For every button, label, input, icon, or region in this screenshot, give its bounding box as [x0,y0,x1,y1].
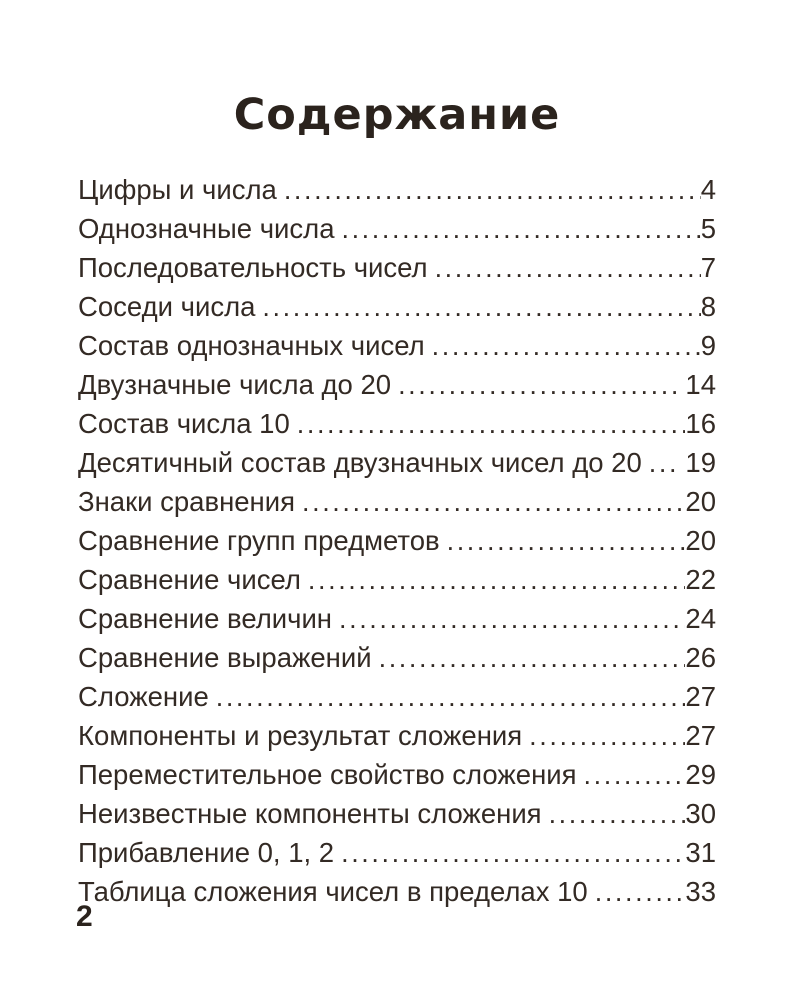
toc-entry-label: Цифры и числа [78,173,277,205]
toc-entry-page: 26 [685,641,716,673]
toc-dot-leader [297,404,686,444]
toc-dot-leader [216,677,686,717]
toc-dot-leader [549,794,686,834]
toc-entry: Последовательность чисел 7 [78,248,716,287]
toc-entry-page: 5 [700,212,716,244]
toc-entry-label: Знаки сравнения [78,485,295,517]
toc-entry: Переместительное свойство сложения 29 [78,755,716,794]
toc-dot-leader [595,872,686,912]
toc-dot-leader [398,365,676,405]
toc-entry: Однозначные числа 5 [78,209,716,248]
toc-dot-leader [649,443,677,483]
toc-entry-label: Состав числа 10 [78,407,290,439]
toc-dot-leader [341,209,700,249]
toc-entry-page: 24 [685,602,716,634]
toc-entry: Сравнение групп предметов 20 [78,521,716,560]
toc-entry-label: Десятичный состав двузначных чисел до 20 [78,446,642,478]
page-title: Содержание [233,89,561,140]
toc-entry-page: 20 [685,485,716,517]
toc-dot-leader [435,248,701,288]
toc-entry-label: Компоненты и результат сложения [78,719,523,751]
toc-entry-page: 22 [685,563,716,595]
toc-entry-page: 27 [685,719,716,751]
toc-entry-page: 7 [700,251,716,283]
toc-entry-page: 19 [685,446,716,478]
toc-entry: Неизвестные компоненты сложения 30 [78,794,716,833]
toc-entry-label: Последовательность чисел [78,251,428,283]
toc-dot-leader [262,287,700,327]
toc-entry-page: 9 [700,329,716,361]
toc-entry-label: Сравнение выражений [78,641,372,673]
toc-entry: Десятичный состав двузначных чисел до 20… [78,443,716,482]
toc-entry-label: Сравнение групп предметов [78,524,440,556]
toc-dot-leader [447,521,686,561]
toc-dot-leader [284,170,701,210]
toc-entry: Сравнение выражений 26 [78,638,716,677]
toc-entry-page: 31 [685,836,716,868]
toc-dot-leader [302,482,685,522]
toc-dot-leader [584,755,686,795]
toc-dot-leader [341,833,685,873]
toc-entry-page: 14 [685,368,716,400]
toc-entry-page: 20 [685,524,716,556]
toc-entry-label: Сравнение чисел [78,563,301,595]
toc-entry-label: Двузначные числа до 20 [78,368,392,400]
toc-entry-page: 4 [700,173,716,205]
toc-entry-label: Неизвестные компоненты сложения [78,797,542,829]
toc-entry-page: 27 [685,680,716,712]
toc-dot-leader [339,599,685,639]
toc-entry: Состав числа 10 16 [78,404,716,443]
toc-entry: Знаки сравнения 20 [78,482,716,521]
toc-entry: Компоненты и результат сложения 27 [78,716,716,755]
toc-entry-page: 29 [685,758,716,790]
toc-entry: Соседи числа 8 [78,287,716,326]
toc-entry: Таблица сложения чисел в пределах 10 33 [78,872,716,911]
toc-entry: Прибавление 0, 1, 2 31 [78,833,716,872]
toc-dot-leader [432,326,701,366]
toc-entry-label: Состав однозначных чисел [78,329,425,361]
toc-entry-page: 33 [685,875,716,907]
toc-entry-page: 16 [685,407,716,439]
table-of-contents: Цифры и числа 4 Однозначные числа 5 Последов… [78,170,716,911]
toc-entry-label: Сложение [78,680,209,712]
toc-entry: Двузначные числа до 20 14 [78,365,716,404]
toc-entry-page: 8 [700,290,716,322]
toc-entry-label: Сравнение величин [78,602,332,634]
toc-entry-label: Соседи числа [78,290,256,322]
toc-entry-page: 30 [685,797,716,829]
toc-entry: Сложение 27 [78,677,716,716]
toc-dot-leader [379,638,686,678]
toc-dot-leader [529,716,685,756]
toc-entry-label: Таблица сложения чисел в пределах 10 [78,875,588,907]
toc-entry: Сравнение чисел 22 [78,560,716,599]
toc-entry-label: Однозначные числа [78,212,335,244]
toc-entry-label: Переместительное свойство сложения [78,758,577,790]
toc-entry: Состав однозначных чисел 9 [78,326,716,365]
toc-entry: Сравнение величин 24 [78,599,716,638]
toc-entry-label: Прибавление 0, 1, 2 [78,836,335,868]
page-number: 2 [76,900,93,933]
toc-dot-leader [308,560,686,600]
toc-entry: Цифры и числа 4 [78,170,716,209]
